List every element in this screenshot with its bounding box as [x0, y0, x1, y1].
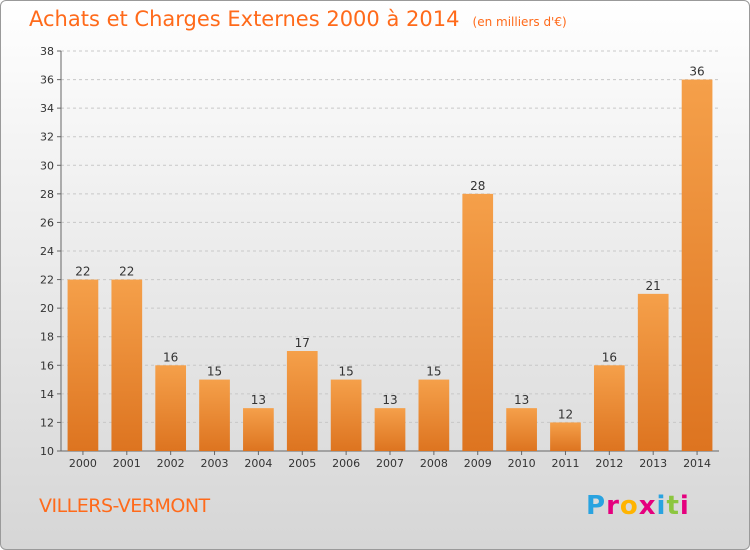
x-tick-label: 2005	[288, 457, 316, 470]
x-tick-label: 2000	[69, 457, 97, 470]
y-tick-label: 36	[40, 74, 54, 87]
x-tick-label: 2007	[376, 457, 404, 470]
data-label: 12	[558, 407, 573, 421]
bar	[286, 351, 318, 451]
bar	[462, 193, 494, 451]
x-tick-label: 2003	[201, 457, 229, 470]
x-tick-label: 2001	[113, 457, 141, 470]
logo-letter: r	[606, 491, 620, 521]
y-tick-label: 20	[40, 302, 54, 315]
y-tick-label: 16	[40, 359, 54, 372]
proxiti-logo: Proxiti	[586, 491, 690, 521]
data-label: 28	[470, 179, 485, 193]
bar	[243, 408, 274, 451]
x-tick-label: 2010	[508, 457, 536, 470]
bar	[637, 293, 669, 451]
logo-letter: P	[586, 491, 607, 521]
chart-unit-note: (en milliers d'€)	[472, 15, 567, 29]
data-label: 15	[338, 365, 353, 379]
logo-letter: i	[656, 491, 667, 521]
x-tick-label: 2012	[595, 457, 623, 470]
data-label: 13	[251, 393, 266, 407]
data-label: 22	[75, 265, 90, 279]
chart-title-text: Achats et Charges Externes 2000 à 2014	[29, 7, 460, 31]
x-tick-label: 2011	[551, 457, 579, 470]
data-label: 17	[295, 336, 310, 350]
bar	[550, 422, 581, 451]
x-tick-label: 2004	[244, 457, 272, 470]
x-tick-label: 2014	[683, 457, 711, 470]
data-label: 13	[382, 393, 397, 407]
data-label: 15	[207, 365, 222, 379]
y-tick-label: 38	[40, 45, 54, 58]
x-tick-label: 2008	[420, 457, 448, 470]
y-tick-label: 14	[40, 388, 54, 401]
data-label: 21	[646, 279, 661, 293]
y-tick-label: 28	[40, 188, 54, 201]
logo-letter: i	[679, 491, 690, 521]
logo-letter: o	[619, 491, 639, 521]
x-tick-label: 2009	[464, 457, 492, 470]
town-name: VILLERS-VERMONT	[39, 495, 210, 517]
data-label: 16	[163, 350, 178, 364]
bar	[111, 279, 143, 451]
bar	[506, 408, 537, 451]
data-label: 15	[426, 365, 441, 379]
data-labels: 22 22 16 15 13 17 15 13 15 28 13 12 16 21 36	[75, 65, 704, 422]
bar	[418, 379, 450, 451]
x-tick-label: 2006	[332, 457, 360, 470]
bar	[593, 365, 625, 451]
bar	[374, 408, 406, 451]
data-label: 16	[602, 350, 617, 364]
y-tick-label: 22	[40, 274, 54, 287]
bar	[681, 79, 713, 452]
y-tick-label: 24	[40, 245, 54, 258]
y-tick-label: 26	[40, 216, 54, 229]
bar	[155, 365, 187, 451]
y-tick-label: 34	[40, 102, 54, 115]
y-tick-label: 32	[40, 131, 54, 144]
data-label: 36	[689, 65, 704, 79]
chart-title: Achats et Charges Externes 2000 à 2014 (…	[29, 7, 567, 31]
bar	[199, 379, 230, 451]
y-tick-label: 10	[40, 445, 54, 458]
y-tick-label: 30	[40, 159, 54, 172]
logo-letter: x	[638, 491, 657, 521]
x-tick-label: 2013	[639, 457, 667, 470]
bars	[67, 79, 713, 452]
data-label: 13	[514, 393, 529, 407]
data-label: 22	[119, 265, 134, 279]
x-tick-label: 2002	[157, 457, 185, 470]
y-tick-label: 18	[40, 331, 54, 344]
bar	[330, 379, 362, 451]
bar	[67, 279, 99, 451]
y-tick-label: 12	[40, 416, 54, 429]
logo-letter: t	[666, 491, 680, 521]
